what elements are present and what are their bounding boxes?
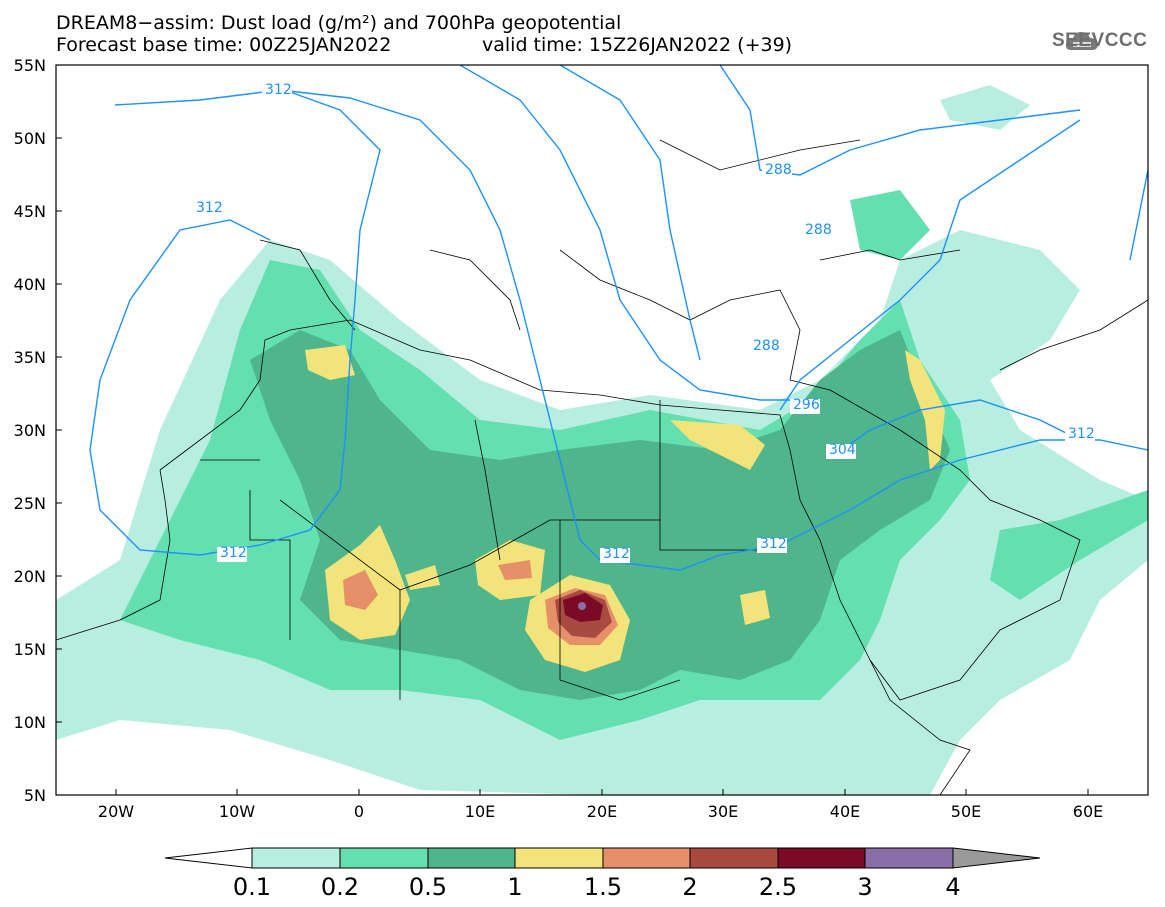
colorbar <box>164 847 1041 869</box>
lat-label: 35N <box>13 348 46 367</box>
contour-label-boxes <box>193 84 1095 563</box>
dust-band-low-ne <box>850 190 930 260</box>
dust-band-peak-1 <box>343 570 378 610</box>
colorbar-seg-1 <box>251 847 341 869</box>
cloud-icon <box>1065 32 1098 50</box>
geopotential-contours <box>89 65 1148 571</box>
colorbar-seg-6 <box>689 847 779 869</box>
lat-label: 45N <box>13 202 46 221</box>
colorbar-tick-label: 0.1 <box>232 873 272 901</box>
dust-band-high-4 <box>670 420 765 470</box>
colorbar-seg-4 <box>514 847 604 869</box>
colorbar-tick-label: 1.5 <box>583 873 623 901</box>
colorbar-tick-label: 3 <box>857 873 873 901</box>
chart-title: DREAM8−assim: Dust load (g/m²) and 700hP… <box>56 12 622 34</box>
dust-fields <box>56 65 1148 795</box>
colorbar-seg-5 <box>602 847 691 869</box>
lon-label: 0 <box>353 802 365 821</box>
forecast-base-time: Forecast base time: 00Z25JAN2022 <box>56 34 392 56</box>
colorbar-tick-label: 1 <box>507 873 523 901</box>
colorbar-tick-label: 2.5 <box>758 873 798 901</box>
lat-label: 20N <box>13 567 46 586</box>
lon-label: 10W <box>218 802 256 821</box>
dust-band-low-east <box>990 490 1148 600</box>
colorbar-tick-label: 4 <box>945 873 961 901</box>
axis-ticks <box>56 64 1089 795</box>
lon-label: 30E <box>707 802 739 821</box>
lon-label: 20E <box>586 802 618 821</box>
lon-label: 40E <box>829 802 861 821</box>
colorbar-tick-label: 0.2 <box>320 873 360 901</box>
lon-label: 60E <box>1072 802 1104 821</box>
dust-band-high-7 <box>740 590 770 625</box>
lat-label: 10N <box>13 713 46 732</box>
colorbar-seg-7 <box>777 847 866 869</box>
lat-label: 50N <box>13 129 46 148</box>
lat-label: 30N <box>13 421 46 440</box>
colorbar-tick-label: 2 <box>682 873 698 901</box>
dust-band-mid <box>250 330 950 700</box>
colorbar-seg-8 <box>864 847 954 869</box>
colorbar-max-arrow <box>952 847 1041 869</box>
colorbar-min-arrow <box>164 847 253 869</box>
valid-time: valid time: 15Z26JAN2022 (+39) <box>482 34 793 56</box>
lon-label: 50E <box>950 802 982 821</box>
lat-label: 5N <box>23 786 46 805</box>
dust-band-peak-2 <box>498 560 532 580</box>
colorbar-seg-3 <box>427 847 516 869</box>
dust-max-point <box>578 602 586 610</box>
lat-label: 55N <box>13 56 46 75</box>
dust-band-high-5 <box>905 350 945 470</box>
dust-band-high-8 <box>405 565 440 590</box>
lat-label: 15N <box>13 640 46 659</box>
lon-label: 20W <box>97 802 135 821</box>
logo-text: SEEVCCC <box>1052 30 1148 51</box>
colorbar-tick-label: 0.5 <box>408 873 448 901</box>
lat-label: 25N <box>13 494 46 513</box>
dust-band-high-6 <box>305 345 355 380</box>
lon-label: 10E <box>464 802 496 821</box>
lat-label: 40N <box>13 275 46 294</box>
colorbar-seg-2 <box>339 847 429 869</box>
